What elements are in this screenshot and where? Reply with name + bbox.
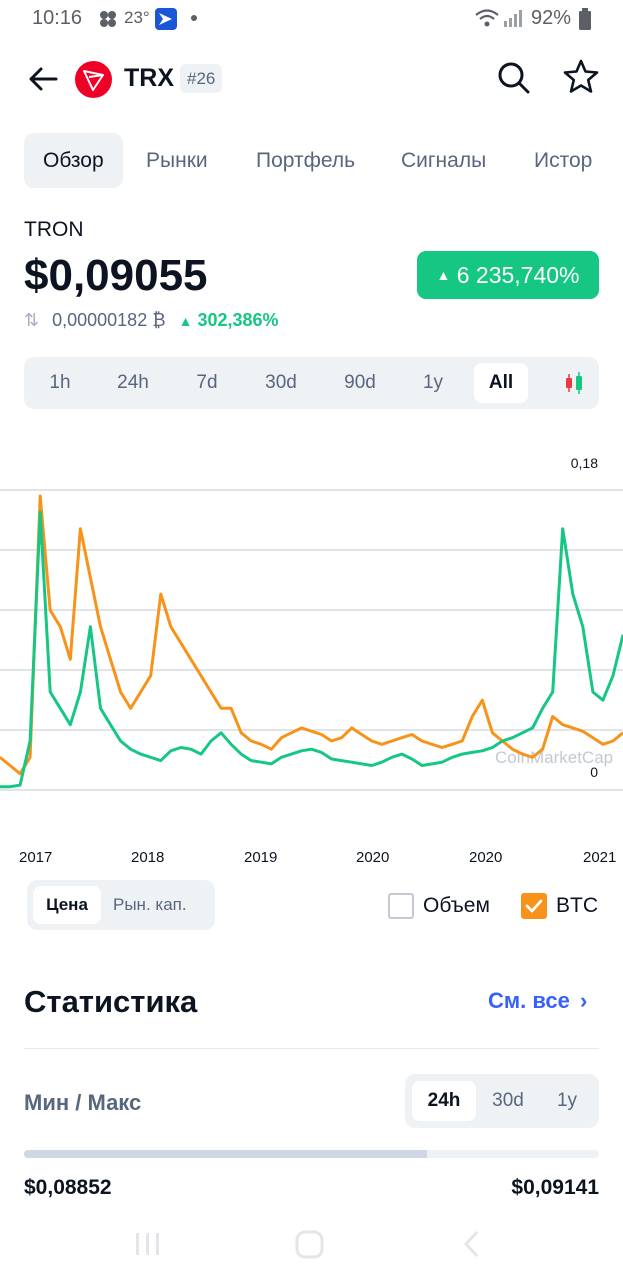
home-icon[interactable]: [295, 1230, 324, 1259]
range-1h[interactable]: 1h: [49, 372, 71, 393]
x-tick-label: 2017: [19, 849, 53, 866]
period-24h[interactable]: 24h: [412, 1081, 476, 1121]
range-24h[interactable]: 24h: [117, 372, 149, 393]
price-change-value: 6 235,740%: [456, 262, 580, 288]
chart-grid: [0, 489, 623, 791]
chevron-right-icon: ›: [579, 988, 588, 1013]
period-30d[interactable]: 30d: [492, 1090, 524, 1111]
signal-icon: [504, 10, 522, 27]
swap-icon: ⇅: [24, 310, 40, 330]
coin-name: TRON: [24, 218, 84, 241]
x-tick-label: 2020: [469, 849, 503, 866]
rank-badge: #26: [180, 64, 223, 93]
battery-icon: [579, 8, 591, 30]
coin-price: $0,09055: [24, 251, 208, 300]
tab-signals[interactable]: Сигналы: [401, 149, 487, 172]
min-value: $0,08852: [24, 1176, 112, 1199]
tab-history[interactable]: Истор: [534, 149, 593, 172]
statistics-title: Статистика: [24, 984, 198, 1019]
app-notification-icon: [155, 8, 177, 30]
notification-icon: [100, 11, 116, 27]
triangle-up-icon: ▲: [178, 313, 193, 329]
x-tick-label: 2019: [244, 849, 278, 866]
system-nav-bar: [136, 1230, 479, 1259]
range-1y[interactable]: 1y: [422, 372, 444, 393]
time-range-selector: 1h 24h 7d 30d 90d 1y All: [24, 357, 599, 409]
recent-apps-icon[interactable]: [136, 1233, 159, 1255]
see-all-label: См. все: [488, 988, 570, 1013]
range-all[interactable]: All: [474, 363, 528, 403]
max-value: $0,09141: [511, 1176, 599, 1199]
btc-price-row: ⇅ 0,00000182 ₿ ▲ 302,386%: [24, 310, 279, 331]
checkmark-icon: [525, 899, 543, 913]
y-tick-label: 0,18: [571, 455, 598, 471]
coin-tabs: Обзор Рынки Портфель Сигналы Истор: [24, 133, 623, 188]
volume-label: Объем: [423, 894, 490, 917]
chart-watermark: CoinMarketCap: [495, 748, 613, 767]
x-tick-label: 2018: [131, 849, 165, 866]
candlestick-icon[interactable]: [564, 370, 584, 396]
min-max-label: Мин / Макс: [24, 1090, 142, 1115]
range-30d[interactable]: 30d: [265, 372, 297, 393]
price-chart[interactable]: CoinMarketCap 0,18 0: [0, 440, 623, 870]
range-90d[interactable]: 90d: [344, 372, 376, 393]
wifi-icon: [475, 9, 499, 27]
btc-checkbox[interactable]: [521, 893, 547, 919]
search-icon[interactable]: [496, 60, 532, 96]
dot-icon: [191, 15, 197, 21]
tron-logo-icon: [75, 61, 112, 98]
series-line-btc: [0, 494, 623, 776]
x-tick-label: 2020: [356, 849, 390, 866]
tab-overview[interactable]: Обзор: [24, 133, 123, 188]
status-bar: 10:16 23° 92%: [0, 0, 623, 38]
period-1y[interactable]: 1y: [556, 1090, 578, 1111]
star-icon[interactable]: [562, 58, 600, 96]
divider: [24, 1048, 599, 1049]
status-temperature: 23°: [124, 8, 150, 27]
see-all-link[interactable]: См. все ›: [488, 988, 587, 1014]
min-max-range-bar: [24, 1150, 599, 1158]
price-change-badge: ▲ 6 235,740%: [417, 251, 599, 299]
status-time: 10:16: [32, 7, 83, 29]
price-toggle-button[interactable]: Цена: [33, 886, 101, 924]
min-max-period-toggle: 24h 30d 1y: [405, 1074, 599, 1128]
x-tick-label: 2021: [583, 849, 617, 866]
nav-back-icon[interactable]: [463, 1230, 479, 1258]
back-arrow-icon[interactable]: [26, 62, 60, 96]
chart-series: [0, 494, 623, 789]
tab-markets[interactable]: Рынки: [146, 149, 208, 172]
btc-change: 302,386%: [197, 310, 279, 330]
market-cap-toggle-button[interactable]: Рын. кап.: [113, 895, 187, 914]
btc-price: 0,00000182 ₿: [52, 310, 166, 330]
coin-symbol: TRX: [124, 64, 174, 92]
btc-label: BTC: [556, 894, 598, 917]
y-tick-label: 0: [590, 764, 598, 780]
chart-type-toggle: Цена Рын. кап.: [27, 880, 215, 930]
series-line-price: [0, 510, 623, 789]
tab-portfolio[interactable]: Портфель: [256, 149, 356, 172]
range-bar-fill: [24, 1150, 427, 1158]
triangle-up-icon: ▲: [436, 267, 451, 283]
battery-percent: 92%: [531, 7, 572, 29]
volume-checkbox[interactable]: [388, 893, 414, 919]
range-7d[interactable]: 7d: [196, 372, 218, 393]
